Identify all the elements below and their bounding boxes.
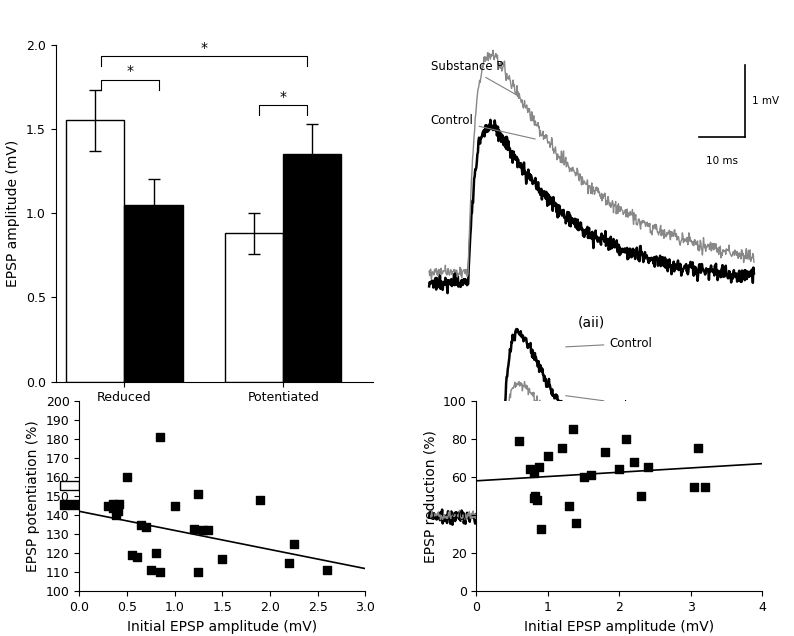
Text: Substance P: Substance P [565, 396, 682, 413]
Point [202, 525, 214, 536]
Point [321, 565, 333, 576]
X-axis label: Initial EPSP amplitude (mV): Initial EPSP amplitude (mV) [524, 619, 715, 633]
Text: (aii): (aii) [578, 316, 605, 330]
Point [113, 499, 125, 509]
Point [121, 472, 133, 482]
Point [135, 520, 148, 530]
Text: Control: Control [430, 114, 535, 139]
Text: Substance P: Substance P [430, 60, 518, 95]
Text: (ai): (ai) [202, 483, 226, 497]
Point [542, 451, 554, 461]
X-axis label: Initial EPSP amplitude (mV): Initial EPSP amplitude (mV) [127, 619, 318, 633]
Point [529, 491, 542, 501]
Point [254, 495, 267, 505]
Point [534, 523, 547, 534]
Point [192, 567, 205, 577]
Point [287, 539, 300, 549]
Point [106, 499, 119, 509]
Point [692, 443, 704, 453]
Point [532, 462, 545, 473]
Point [110, 510, 122, 520]
Point [154, 567, 167, 577]
Point [527, 493, 540, 503]
Point [106, 502, 119, 513]
Text: 10 ms: 10 ms [706, 156, 738, 166]
Point [688, 481, 700, 492]
Point [699, 481, 711, 492]
Point [577, 472, 590, 482]
Point [125, 550, 138, 560]
Point [620, 434, 633, 444]
Bar [283, 154, 341, 382]
Point [283, 558, 295, 568]
Point [570, 518, 583, 528]
Point [145, 565, 157, 576]
Point [187, 523, 200, 534]
Point [192, 489, 205, 499]
Point [566, 424, 579, 434]
Point [154, 432, 167, 442]
Point [584, 470, 597, 480]
Point [530, 495, 543, 505]
Point [168, 501, 181, 511]
Bar [125, 205, 183, 382]
Text: *: * [200, 41, 207, 55]
Point [634, 491, 647, 501]
Text: (aiii): (aiii) [576, 569, 607, 583]
Point [140, 522, 152, 532]
Y-axis label: EPSP amplitude (mV): EPSP amplitude (mV) [6, 139, 21, 287]
Point [102, 501, 114, 511]
Point [130, 552, 143, 562]
Point [642, 462, 654, 473]
Y-axis label: EPSP potentiation (%): EPSP potentiation (%) [26, 420, 40, 572]
Point [524, 464, 537, 474]
Point [149, 548, 162, 558]
Point [216, 554, 229, 564]
Text: Control: Control [565, 337, 652, 350]
Text: *: * [279, 90, 287, 104]
Text: *: * [126, 64, 133, 78]
Point [527, 468, 540, 478]
Point [563, 501, 576, 511]
Point [111, 506, 124, 516]
Bar [225, 233, 283, 382]
Legend: Control, Substance P: Control, Substance P [56, 474, 172, 517]
Point [513, 436, 526, 446]
Point [613, 464, 626, 474]
Point [599, 447, 611, 457]
Point [556, 443, 569, 453]
Point [627, 457, 640, 467]
Text: 1 mV: 1 mV [753, 96, 780, 106]
Point [197, 525, 210, 536]
Y-axis label: EPSP reduction (%): EPSP reduction (%) [423, 430, 437, 562]
Bar [66, 120, 125, 382]
